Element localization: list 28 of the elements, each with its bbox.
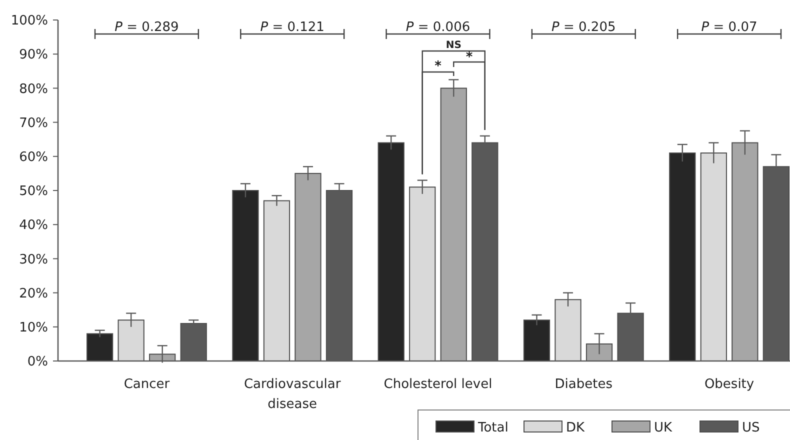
y-tick-label: 80% bbox=[19, 82, 48, 97]
annotation: * bbox=[466, 50, 473, 65]
annotation: P = 0.07 bbox=[701, 20, 758, 35]
legend-label: DK bbox=[566, 420, 586, 436]
y-tick-label: 10% bbox=[19, 320, 48, 336]
y-tick-label: 60% bbox=[19, 150, 48, 165]
x-tick-label: Cancer bbox=[124, 377, 170, 392]
y-tick-label: 50% bbox=[19, 184, 48, 200]
y-tick-label: 0% bbox=[27, 354, 48, 370]
x-tick-label: Diabetes bbox=[554, 377, 613, 392]
annotation: P = 0.205 bbox=[552, 20, 616, 35]
legend-label: UK bbox=[654, 420, 673, 436]
y-tick-label: 40% bbox=[19, 218, 48, 234]
y-tick-label: 20% bbox=[19, 286, 48, 302]
annotation: P = 0.006 bbox=[406, 20, 470, 35]
annotation: * bbox=[434, 59, 442, 74]
annotation: P = 0.121 bbox=[260, 20, 324, 35]
legend-label: US bbox=[742, 420, 760, 436]
x-tick-label: Cholesterol level bbox=[384, 377, 492, 392]
x-tick-label: Cardiovascular disease bbox=[244, 377, 342, 412]
y-tick-label: 30% bbox=[19, 252, 48, 268]
y-tick-label: 90% bbox=[19, 48, 48, 63]
annotation: P = 0.289 bbox=[114, 20, 179, 35]
y-tick-label: 100% bbox=[10, 14, 48, 29]
legend-label: Total bbox=[477, 420, 508, 436]
annotation: NS bbox=[446, 40, 462, 51]
x-tick-label: Obesity bbox=[704, 377, 754, 392]
y-tick-label: 70% bbox=[19, 116, 48, 131]
